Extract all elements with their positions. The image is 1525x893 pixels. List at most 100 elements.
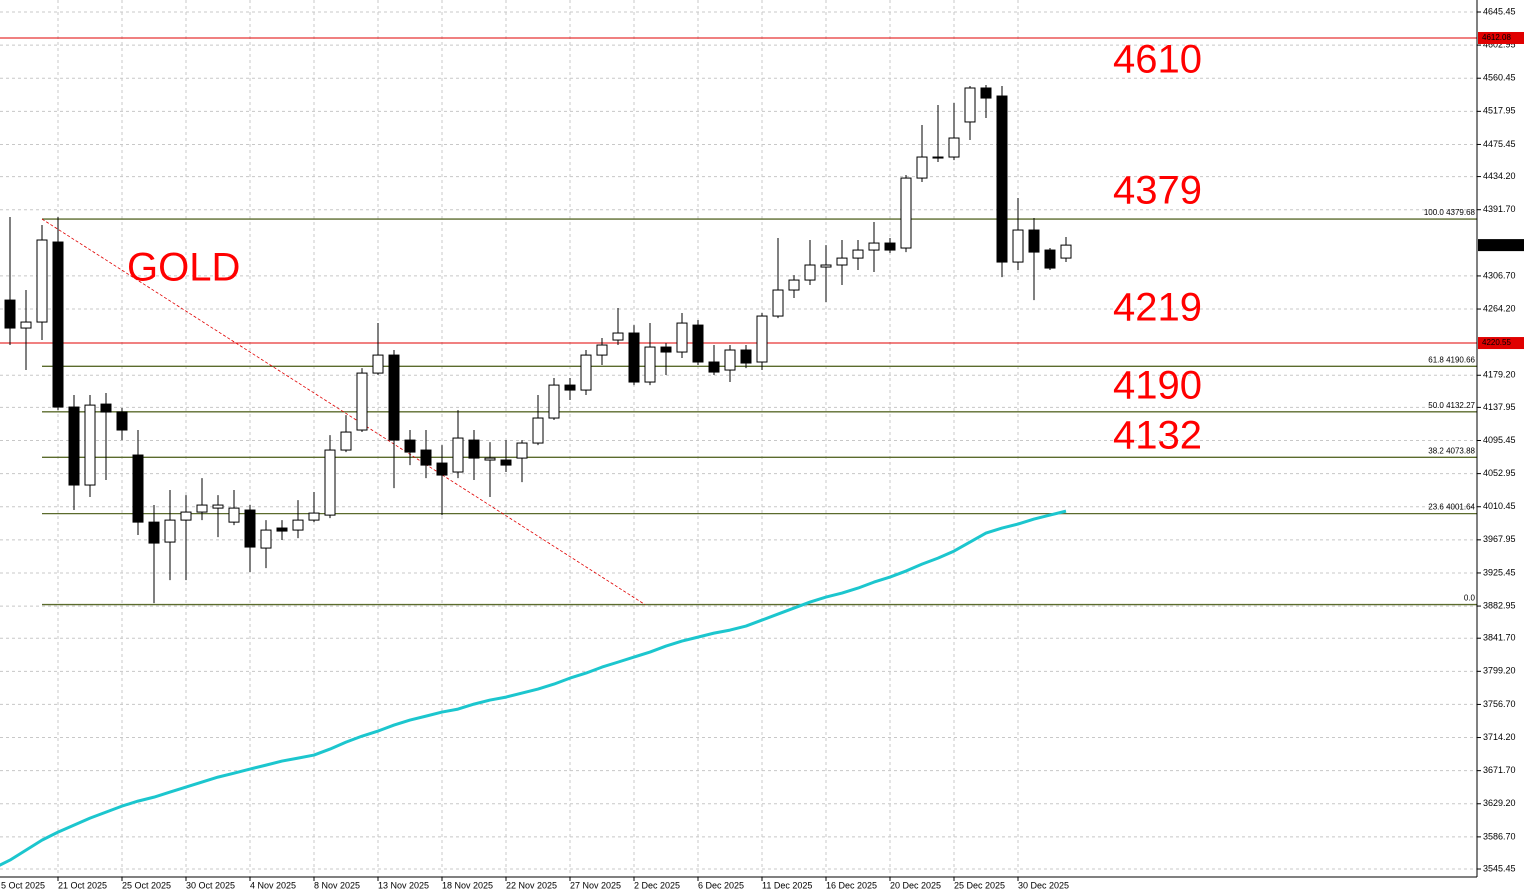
candle-body — [516, 442, 528, 459]
candle-body — [52, 241, 64, 408]
candle-body — [404, 439, 416, 453]
candle-body — [1044, 249, 1056, 269]
candle-body — [788, 279, 800, 291]
y-tick-label: 4517.95 — [1483, 106, 1516, 116]
x-tick-label: 20 Dec 2025 — [890, 880, 941, 890]
candle-body — [532, 417, 544, 444]
x-tick-label: 21 Oct 2025 — [58, 880, 107, 890]
candle-body — [740, 349, 752, 364]
candle-body — [564, 384, 576, 391]
x-tick-label: 13 Nov 2025 — [378, 880, 429, 890]
candle-body — [692, 324, 704, 363]
y-tick-label: 3545.45 — [1483, 863, 1516, 873]
level-annotation: 4132 — [1113, 414, 1202, 458]
x-tick-label: 18 Nov 2025 — [442, 880, 493, 890]
candle-body — [676, 322, 688, 353]
fib-label: 100.0 4379.68 — [1424, 208, 1476, 217]
y-tick-label: 4560.45 — [1483, 73, 1516, 83]
candle-body — [36, 239, 48, 323]
price-tag-label: 4612.08 — [1482, 33, 1511, 42]
candle-body — [324, 449, 336, 516]
y-tick-label: 4052.95 — [1483, 468, 1516, 478]
price-tag — [1478, 31, 1524, 44]
x-tick-label: 5 Oct 2025 — [1, 880, 45, 890]
candle-body — [660, 346, 672, 353]
candle-body — [628, 332, 640, 383]
y-tick-label: 3714.20 — [1483, 732, 1516, 742]
candle-body — [804, 264, 816, 281]
level-annotation: 4190 — [1113, 364, 1202, 408]
last-price-tag — [1478, 239, 1524, 252]
candle-body — [612, 332, 624, 341]
y-tick-label: 4010.45 — [1483, 501, 1516, 511]
candle-body — [964, 87, 976, 123]
candle-body — [708, 361, 720, 373]
candle-body — [420, 449, 432, 466]
fib-label: 0.0 — [1464, 594, 1476, 603]
candle-body — [916, 156, 928, 179]
x-tick-label: 11 Dec 2025 — [762, 880, 812, 890]
candle-body — [100, 403, 112, 413]
x-tick-label: 30 Oct 2025 — [186, 880, 235, 890]
candle-body — [900, 177, 912, 249]
candle-body — [820, 264, 832, 268]
candle-body — [388, 354, 400, 441]
x-tick-label: 27 Nov 2025 — [570, 880, 621, 890]
candle-body — [948, 137, 960, 158]
y-tick-label: 3799.20 — [1483, 666, 1516, 676]
x-tick-label: 25 Oct 2025 — [122, 880, 171, 890]
fib-label: 50.0 4132.27 — [1428, 401, 1475, 410]
fib-label: 38.2 4073.88 — [1428, 446, 1475, 455]
moving-average — [0, 509, 1067, 867]
x-tick-label: 8 Nov 2025 — [314, 880, 360, 890]
candle-body — [1028, 229, 1040, 253]
candle-body — [84, 404, 96, 486]
y-tick-label: 3882.95 — [1483, 600, 1516, 610]
candle-body — [868, 242, 880, 251]
candle-body — [644, 346, 656, 383]
y-tick-label: 4306.70 — [1483, 270, 1516, 280]
candle-body — [340, 431, 352, 451]
level-annotation: 4219 — [1113, 286, 1202, 330]
candle-body — [548, 384, 560, 419]
x-tick-label: 25 Dec 2025 — [954, 880, 1005, 890]
candle-body — [1012, 229, 1024, 263]
y-tick-label: 4602.95 — [1483, 39, 1516, 49]
candle-body — [500, 459, 512, 466]
candle-body — [4, 299, 16, 329]
candles — [4, 85, 1072, 604]
x-tick-label: 4 Nov 2025 — [250, 880, 296, 890]
price-tag — [1478, 337, 1524, 350]
candle-body — [756, 315, 768, 363]
x-tick-label: 30 Dec 2025 — [1018, 880, 1069, 890]
candle-body — [372, 354, 384, 374]
candle-body — [68, 406, 80, 486]
y-tick-label: 4475.45 — [1483, 139, 1516, 149]
candle-body — [580, 354, 592, 391]
y-tick-label: 3841.70 — [1483, 633, 1516, 643]
candle-body — [356, 372, 368, 431]
fib-label: 61.8 4190.66 — [1428, 355, 1475, 364]
candle-body — [1060, 244, 1072, 259]
y-tick-label: 3756.70 — [1483, 699, 1516, 709]
x-tick-label: 2 Dec 2025 — [634, 880, 680, 890]
candle-body — [212, 504, 224, 509]
grid — [0, 0, 1477, 877]
y-tick-label: 4391.70 — [1483, 204, 1516, 214]
candle-body — [180, 511, 192, 521]
candle-body — [724, 349, 736, 371]
candle-body — [452, 437, 464, 473]
candle-body — [260, 529, 272, 549]
candle-body — [196, 504, 208, 513]
moving-average-layer — [0, 509, 1067, 867]
candle-body — [116, 411, 128, 431]
y-tick-label: 4095.45 — [1483, 435, 1516, 445]
y-tick-label: 4264.20 — [1483, 303, 1516, 313]
candle-body — [276, 527, 288, 532]
candle-body — [308, 512, 320, 521]
fib-label: 23.6 4001.64 — [1428, 503, 1475, 512]
candle-body — [884, 242, 896, 251]
symbol-annotation: GOLD — [127, 246, 240, 290]
